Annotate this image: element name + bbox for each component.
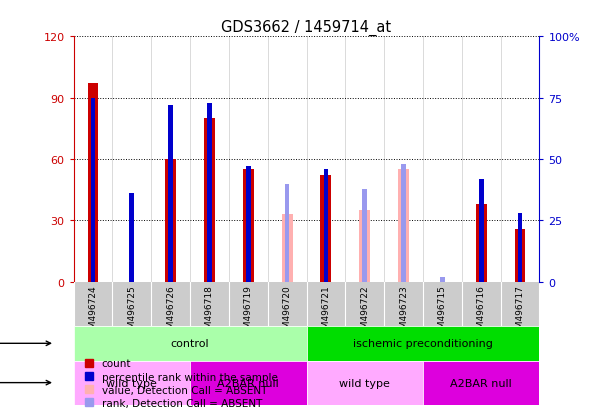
Text: GSM496723: GSM496723 — [399, 285, 408, 339]
Bar — [362, 189, 367, 282]
Text: GSM496726: GSM496726 — [166, 285, 175, 339]
Text: GSM496720: GSM496720 — [283, 285, 292, 339]
Bar — [479, 179, 484, 282]
Bar — [129, 194, 134, 282]
Text: ischemic preconditioning: ischemic preconditioning — [353, 339, 493, 349]
Bar — [165, 160, 176, 282]
Text: A2BAR null: A2BAR null — [218, 378, 279, 388]
Text: GSM496717: GSM496717 — [516, 285, 525, 339]
FancyBboxPatch shape — [74, 361, 190, 405]
Bar — [359, 211, 370, 282]
Bar — [88, 84, 99, 282]
Text: GSM496718: GSM496718 — [205, 285, 214, 339]
Bar — [518, 214, 522, 282]
Bar — [246, 167, 251, 282]
Bar — [204, 119, 215, 282]
Text: GSM496724: GSM496724 — [88, 285, 97, 339]
Title: GDS3662 / 1459714_at: GDS3662 / 1459714_at — [221, 20, 392, 36]
Bar — [476, 204, 487, 282]
FancyBboxPatch shape — [74, 326, 306, 361]
Bar — [398, 170, 409, 282]
Bar — [321, 176, 332, 282]
Bar — [324, 169, 328, 282]
FancyBboxPatch shape — [190, 361, 306, 405]
Legend: count, percentile rank within the sample, value, Detection Call = ABSENT, rank, : count, percentile rank within the sample… — [85, 358, 278, 408]
Bar — [440, 277, 444, 282]
FancyBboxPatch shape — [306, 361, 423, 405]
Text: GSM496725: GSM496725 — [128, 285, 136, 339]
Text: GSM496715: GSM496715 — [438, 285, 447, 339]
Bar — [169, 106, 173, 282]
Text: GSM496719: GSM496719 — [244, 285, 253, 339]
Text: control: control — [170, 339, 210, 349]
Bar — [402, 165, 406, 282]
Text: GSM496716: GSM496716 — [477, 285, 485, 339]
FancyBboxPatch shape — [306, 326, 539, 361]
Bar — [243, 170, 254, 282]
Bar — [285, 184, 289, 282]
Text: wild type: wild type — [107, 378, 157, 388]
Bar — [207, 103, 211, 282]
Bar — [514, 229, 525, 282]
Bar — [91, 98, 95, 282]
Bar — [281, 215, 292, 282]
Text: GSM496721: GSM496721 — [321, 285, 330, 339]
Text: A2BAR null: A2BAR null — [451, 378, 512, 388]
Text: GSM496722: GSM496722 — [360, 285, 369, 339]
FancyBboxPatch shape — [423, 361, 539, 405]
Text: wild type: wild type — [340, 378, 390, 388]
